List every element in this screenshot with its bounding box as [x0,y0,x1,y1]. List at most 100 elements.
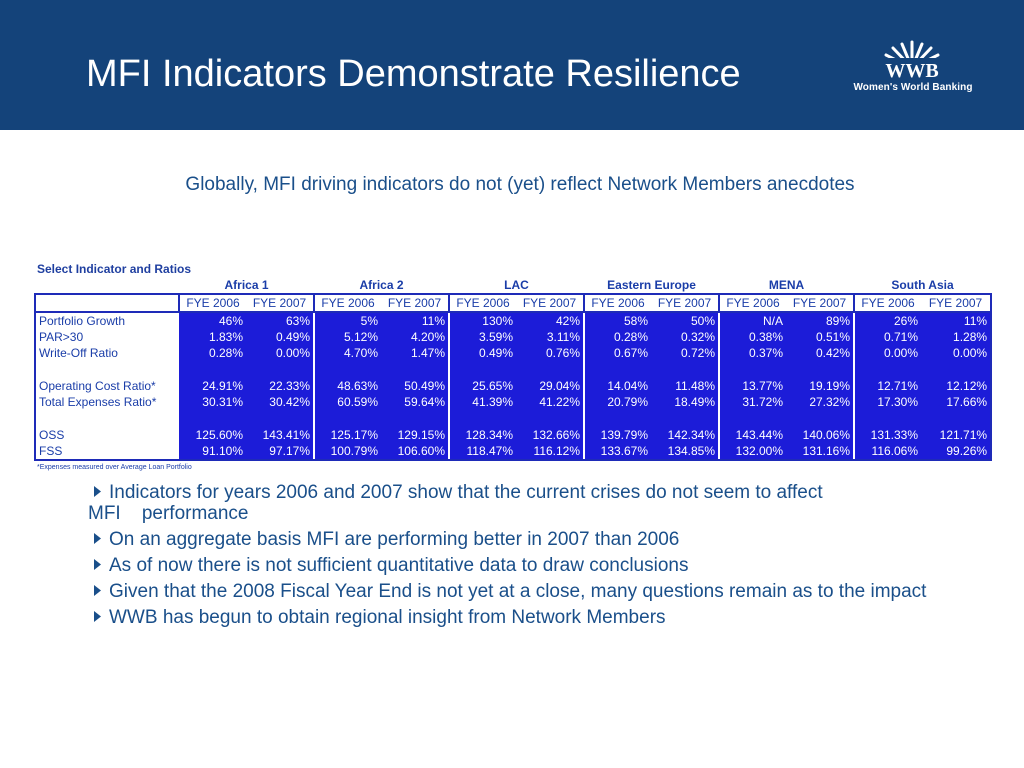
year-header: FYE 2007 [381,293,449,313]
table-cell: 13.77% [718,378,787,394]
table-cell [246,361,314,378]
table-cell [921,361,993,378]
table-row: Total Expenses Ratio* 30.31% 30.42% 60.59% 5… [34,394,993,410]
table-cell: 0.42% [786,345,855,361]
bullet-item: On an aggregate basis MFI are performing… [88,529,978,550]
table-cell: 131.33% [853,427,922,443]
table-cell: 31.72% [718,394,787,410]
triangle-right-icon [94,482,104,503]
row-label: OSS [34,427,179,443]
table-cell: 132.66% [516,427,585,443]
table-cell: 128.34% [448,427,516,443]
year-header: FYE 2006 [178,293,246,313]
table-cell: 3.59% [448,329,516,345]
table-cell: 0.51% [786,329,855,345]
table-cell: 11.48% [651,378,720,394]
year-header: FYE 2007 [246,293,314,313]
table-cell [381,361,449,378]
bullet-item: WWB has begun to obtain regional insight… [88,607,978,628]
table-cell: 18.49% [651,394,720,410]
table-row: Operating Cost Ratio* 24.91% 22.33% 48.63% 5… [34,378,993,394]
table-cell: 89% [786,312,855,329]
region-header: LAC [504,278,529,292]
table-cell: 0.49% [448,345,516,361]
table-cell: 0.37% [718,345,787,361]
table-cell: 4.20% [381,329,449,345]
table-cell: 11% [381,312,449,329]
triangle-right-icon [94,581,104,602]
wwb-logo: WWB Women's World Banking [848,38,978,98]
table-cell: 131.16% [786,443,855,461]
region-header: Africa 2 [359,278,404,292]
table-cell: 17.30% [853,394,922,410]
table-cell: 91.10% [179,443,246,461]
table-cell [246,410,314,427]
year-header: FYE 2006 [853,293,922,313]
table-cell: 50% [651,312,720,329]
table-cell: 0.32% [651,329,720,345]
table-cell: 25.65% [448,378,516,394]
table-cell: 139.79% [583,427,652,443]
table-cell [651,361,720,378]
table-body: Portfolio Growth 46% 63% 5% 11% 130% 42% 58% 50%… [34,312,993,461]
bullet-list: Indicators for years 2006 and 2007 show … [88,482,978,633]
table-cell: 0.00% [853,345,922,361]
svg-text:WWB: WWB [885,60,938,82]
bullet-item: As of now there is not sufficient quanti… [88,555,978,576]
table-cell: 97.17% [246,443,314,461]
row-label: Portfolio Growth [34,312,179,329]
table-cell: 11% [921,312,993,329]
table-cell: 106.60% [381,443,449,461]
year-header: FYE 2007 [921,293,993,313]
row-label: FSS [34,443,179,461]
bullet-item: Indicators for years 2006 and 2007 show … [88,482,978,524]
logo-text: Women's World Banking [853,82,973,93]
year-header: FYE 2006 [448,293,516,313]
table-row: PAR>30 1.83% 0.49% 5.12% 4.20% 3.59% 3.11% 0.28… [34,329,993,345]
table-cell: 0.28% [179,345,246,361]
table-cell [448,361,516,378]
slide-title: MFI Indicators Demonstrate Resilience [86,53,741,95]
row-label: Operating Cost Ratio* [34,378,179,394]
table-cell: 0.38% [718,329,787,345]
row-label: Write-Off Ratio [34,345,179,361]
table-cell: 63% [246,312,314,329]
table-cell: 133.67% [583,443,652,461]
table-cell: 29.04% [516,378,585,394]
table-cell: 130% [448,312,516,329]
table-cell: 59.64% [381,394,449,410]
indicator-table: Africa 1 Africa 2 LAC Eastern Europe MENA Sou… [34,277,993,461]
table-cell [313,361,381,378]
row-label [34,361,179,378]
region-header-row: Africa 1 Africa 2 LAC Eastern Europe MENA Sou… [35,277,991,294]
table-cell: 118.47% [448,443,516,461]
table-cell [516,361,585,378]
table-cell [179,361,246,378]
row-label: Total Expenses Ratio* [34,394,179,410]
header-bar: MFI Indicators Demonstrate Resilience WW… [0,0,1024,130]
table-cell: 0.49% [246,329,314,345]
table-cell [448,410,516,427]
table-cell: 100.79% [313,443,381,461]
table-cell: 3.11% [516,329,585,345]
table-cell: 1.83% [179,329,246,345]
table-cell: 121.71% [921,427,993,443]
table-cell: 48.63% [313,378,381,394]
triangle-right-icon [94,607,104,628]
table-cell [718,410,787,427]
table-cell: 1.47% [381,345,449,361]
table-row: OSS 125.60% 143.41% 125.17% 129.15% 128.34% 13… [34,427,993,443]
table-cell: 99.26% [921,443,993,461]
table-cell: 24.91% [179,378,246,394]
table-cell: 50.49% [381,378,449,394]
table-cell: 41.39% [448,394,516,410]
bullet-item: Given that the 2008 Fiscal Year End is n… [88,581,978,602]
bullet-text: As of now there is not sufficient quanti… [109,555,689,576]
table-cell: 0.00% [246,345,314,361]
region-header: MENA [768,278,805,292]
table-cell [651,410,720,427]
table-row [34,361,993,378]
region-header: Eastern Europe [607,278,696,292]
indicator-table-section: Select Indicator and Ratios Africa 1 Afri… [34,262,993,471]
year-header: FYE 2006 [313,293,381,313]
